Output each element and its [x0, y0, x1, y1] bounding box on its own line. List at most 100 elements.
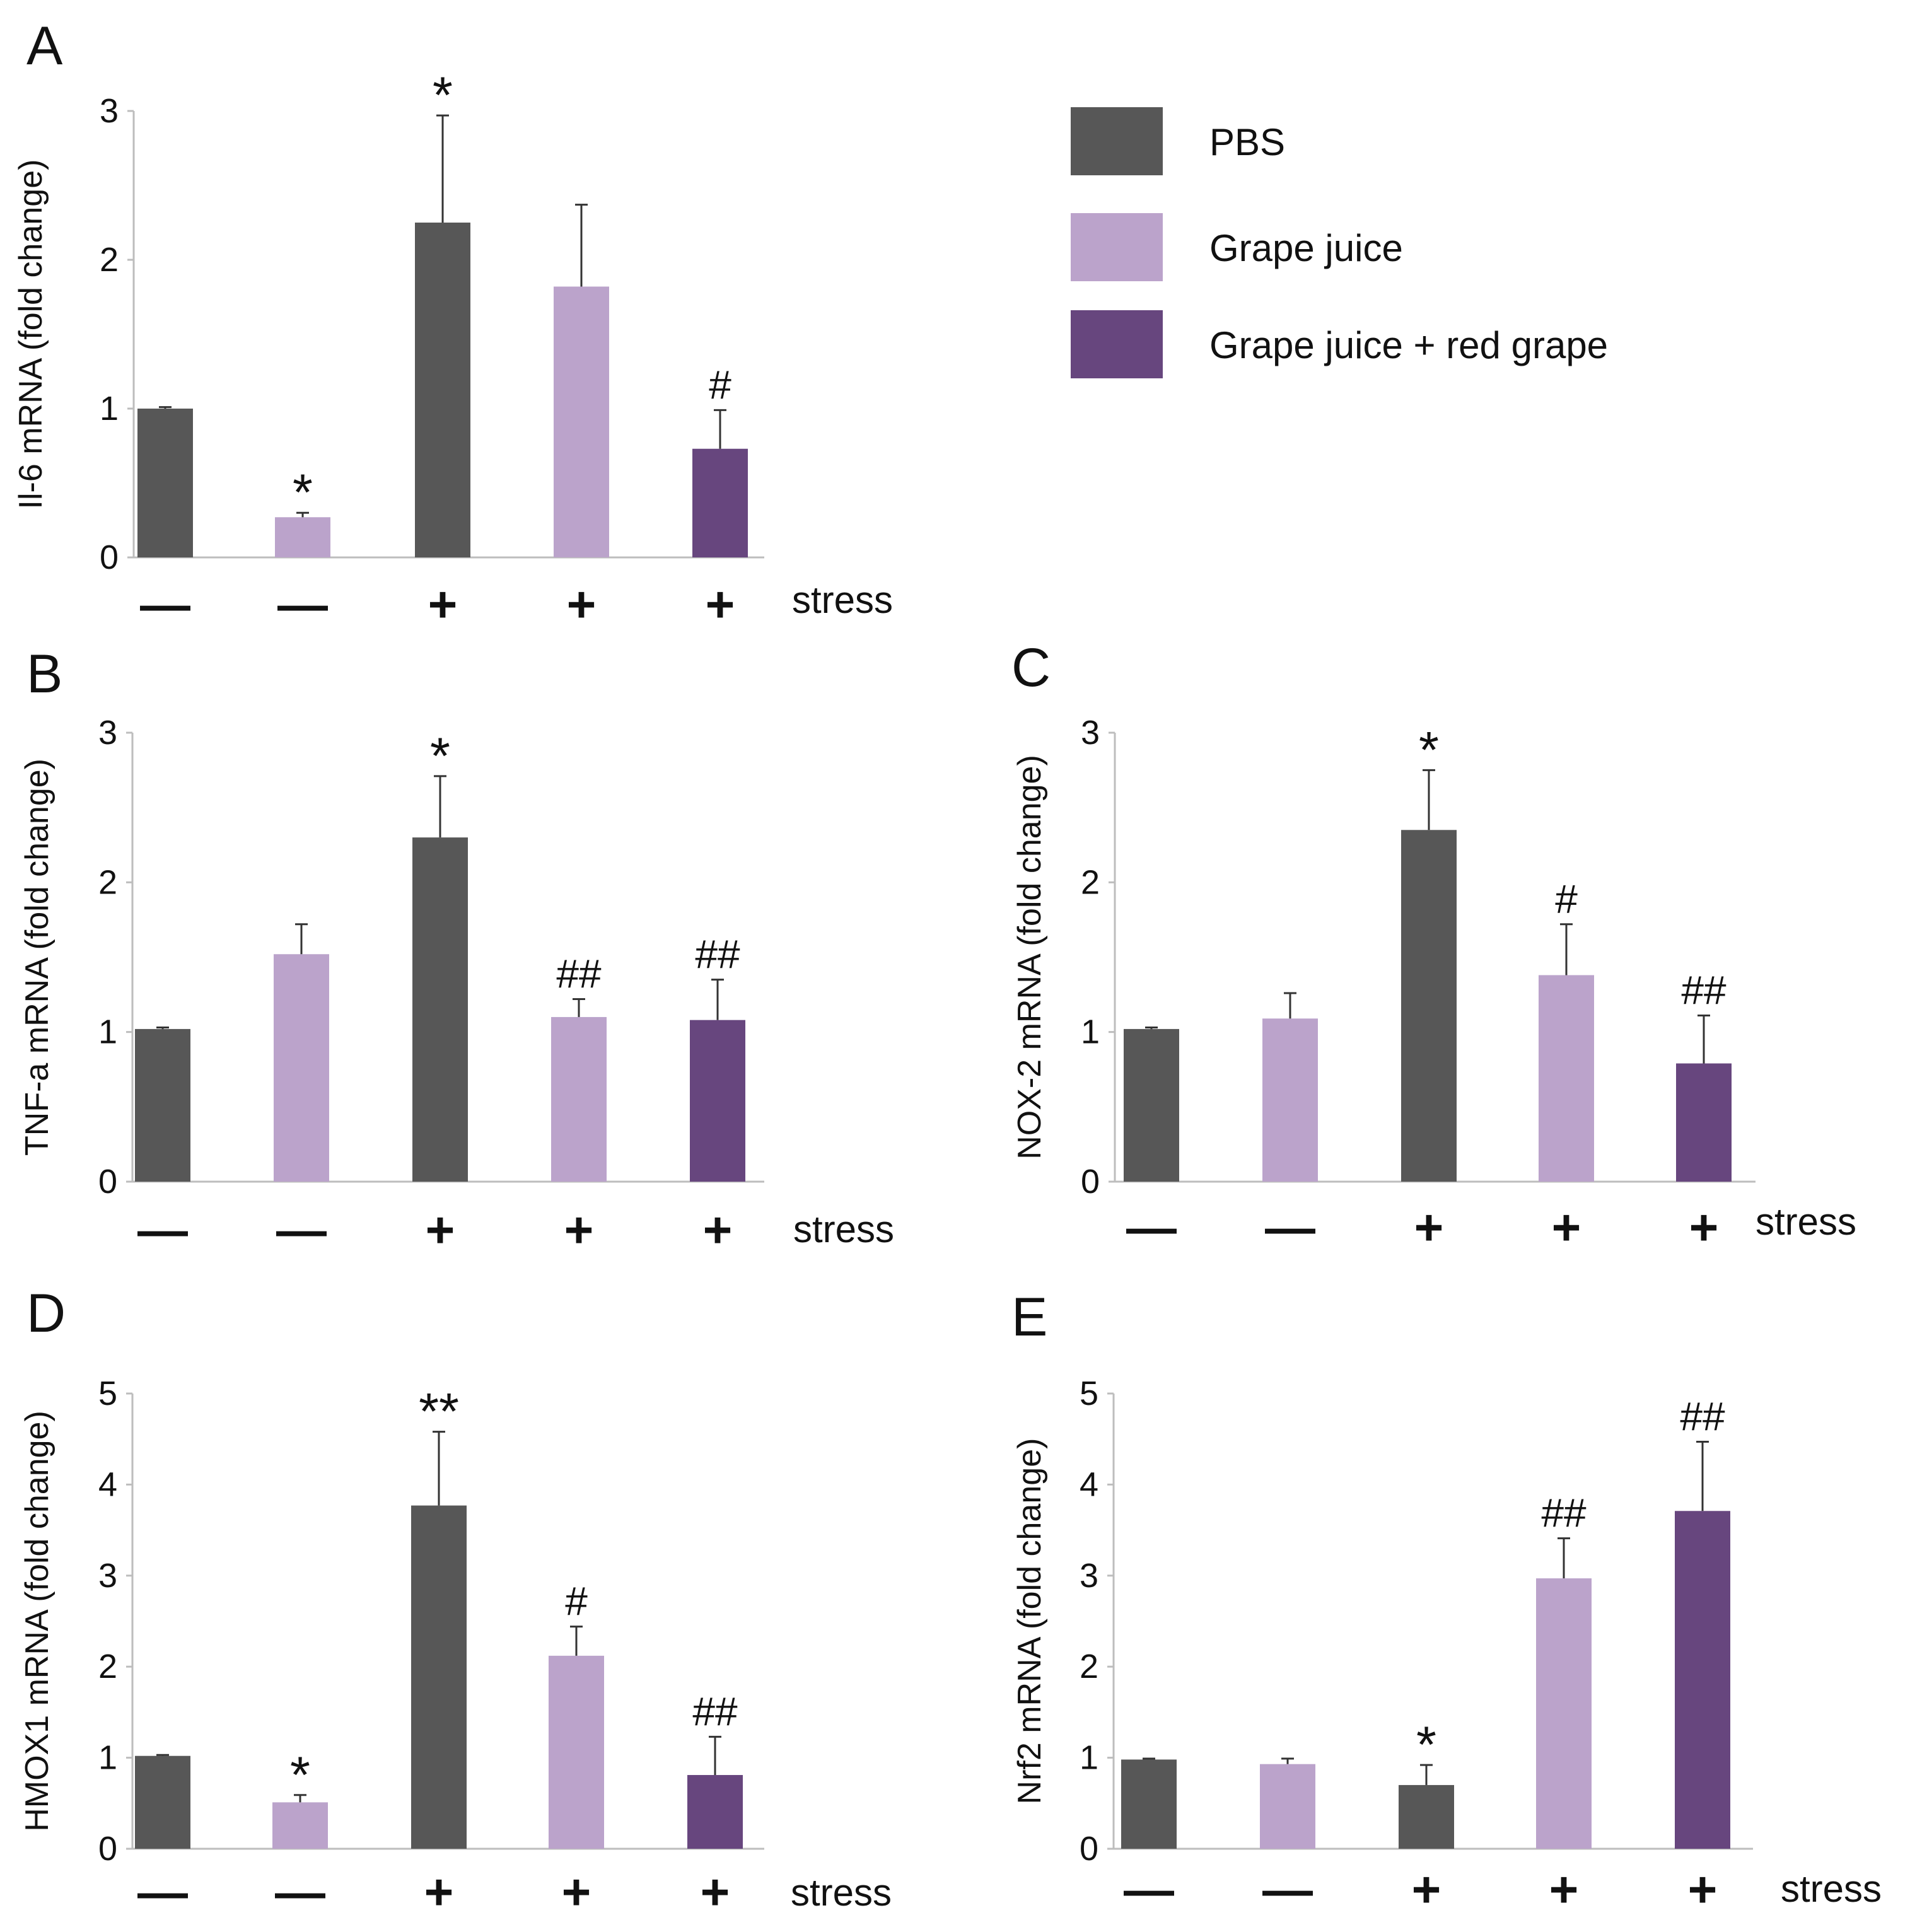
significance-annotation: ## — [1681, 968, 1727, 1013]
y-tick-label: 4 — [98, 1465, 117, 1503]
legend-swatch — [1071, 213, 1163, 281]
y-tick-label: 3 — [98, 1557, 117, 1595]
significance-annotation: ## — [556, 951, 602, 996]
y-tick-label: 2 — [100, 241, 119, 279]
stress-condition-label: — — [277, 576, 328, 632]
chart-panel-d: D HMOX1 mRNA (fold change) 0 1 2 3 4 5 — * — ** + # + #… — [19, 1283, 892, 1920]
y-tick-label: 0 — [100, 538, 119, 576]
error-bar — [1696, 1441, 1709, 1511]
stress-condition-label: — — [276, 1202, 327, 1258]
legend: PBS Grape juice Grape juice + red grape — [1071, 107, 1608, 378]
panel-letter: B — [26, 644, 62, 704]
stress-condition-label: — — [140, 576, 190, 632]
chart-panel-b: B TNF-a mRNA (fold change) 0 1 2 3 — — * + ## + ## + s… — [19, 644, 894, 1258]
stress-row-label: stress — [1781, 1868, 1882, 1910]
error-bar — [1423, 769, 1435, 830]
error-bar — [1560, 923, 1573, 975]
y-axis-label: Il-6 mRNA (fold change) — [13, 160, 49, 509]
panel-letter: D — [26, 1283, 66, 1344]
error-bar — [573, 998, 585, 1017]
y-tick-label: 2 — [98, 863, 117, 901]
stress-condition-label: — — [275, 1864, 325, 1920]
bar — [1399, 1784, 1454, 1849]
y-axis-label: NOX-2 mRNA (fold change) — [1011, 755, 1048, 1160]
y-tick-label: 5 — [1080, 1375, 1098, 1412]
stress-condition-label: + — [564, 1202, 594, 1258]
panel-letter: E — [1011, 1287, 1047, 1347]
legend-item: Grape juice + red grape — [1071, 310, 1608, 378]
y-tick-label: 1 — [98, 1013, 117, 1051]
stress-condition-label: + — [706, 576, 735, 632]
stress-condition-label: — — [1262, 1861, 1313, 1917]
chart-panel-e: E Nrf2 mRNA (fold change) 0 1 2 3 4 5 — — * + ## + ## +… — [1011, 1287, 1882, 1917]
bar — [272, 1802, 328, 1849]
bar — [1262, 1018, 1318, 1182]
error-bar — [1284, 992, 1296, 1019]
legend-label: Grape juice + red grape — [1209, 324, 1608, 366]
y-tick-label: 1 — [98, 1739, 117, 1777]
legend-swatch — [1071, 310, 1163, 378]
y-tick-label: 0 — [98, 1830, 117, 1868]
bar — [690, 1020, 745, 1182]
stress-condition-label: — — [137, 1864, 188, 1920]
error-bar — [709, 1735, 721, 1776]
stress-row-label: stress — [791, 1871, 892, 1914]
bar — [1539, 975, 1594, 1182]
panels: A Il-6 mRNA (fold change) 0 1 2 3 — * — * + + # + stre… — [13, 16, 1882, 1920]
bar — [1675, 1511, 1730, 1849]
panel-letter: C — [1011, 637, 1051, 698]
stress-condition-label: + — [426, 1202, 455, 1258]
stress-condition-label: — — [1265, 1199, 1315, 1255]
stress-condition-label: — — [1126, 1199, 1177, 1255]
significance-annotation: ## — [1541, 1491, 1587, 1536]
chart-panel-a: A Il-6 mRNA (fold change) 0 1 2 3 — * — * + + # + stre… — [13, 16, 893, 632]
y-tick-label: 5 — [98, 1375, 117, 1412]
stress-condition-label: + — [703, 1202, 733, 1258]
significance-annotation: * — [1416, 1716, 1436, 1774]
stress-condition-label: + — [1689, 1199, 1719, 1255]
stress-condition-label: + — [562, 1864, 591, 1920]
bar — [1124, 1028, 1179, 1182]
bar — [687, 1775, 743, 1849]
error-bar — [434, 775, 446, 838]
bar — [1536, 1578, 1592, 1849]
bar — [411, 1505, 467, 1849]
stress-condition-label: + — [1552, 1199, 1581, 1255]
error-bar — [156, 1027, 169, 1029]
error-bar — [436, 114, 449, 223]
error-bar — [714, 409, 726, 449]
stress-condition-label: — — [1124, 1861, 1174, 1917]
error-bar — [570, 1626, 583, 1656]
y-tick-label: 1 — [100, 390, 119, 428]
stress-condition-label: — — [137, 1202, 188, 1258]
y-axis-label: HMOX1 mRNA (fold change) — [19, 1411, 55, 1832]
bar — [1676, 1063, 1732, 1182]
bar — [412, 837, 468, 1182]
y-tick-label: 4 — [1080, 1465, 1098, 1503]
significance-annotation: # — [709, 362, 731, 407]
stress-row-label: stress — [793, 1208, 894, 1250]
error-bar — [575, 204, 588, 287]
legend-swatch — [1071, 107, 1163, 175]
error-bar — [1145, 1027, 1158, 1029]
bar — [415, 223, 470, 557]
y-tick-label: 3 — [100, 92, 119, 130]
legend-item: Grape juice — [1071, 213, 1403, 281]
error-bar — [1558, 1537, 1570, 1579]
error-bar — [711, 979, 724, 1020]
stress-row-label: stress — [792, 579, 893, 621]
y-tick-label: 0 — [1080, 1830, 1098, 1868]
bar — [1260, 1764, 1315, 1849]
significance-annotation: * — [1419, 721, 1439, 779]
y-tick-label: 0 — [98, 1163, 117, 1201]
legend-label: Grape juice — [1209, 227, 1403, 269]
significance-annotation: ** — [419, 1383, 459, 1441]
bar — [692, 448, 748, 557]
error-bar — [159, 406, 172, 409]
chart-panel-c: C NOX-2 mRNA (fold change) 0 1 2 3 — — * + # + ## + st… — [1011, 637, 1856, 1255]
significance-annotation: ## — [692, 1689, 738, 1734]
significance-annotation: * — [290, 1747, 310, 1804]
stress-condition-label: + — [701, 1864, 730, 1920]
significance-annotation: * — [293, 464, 313, 521]
error-bar — [295, 923, 308, 955]
